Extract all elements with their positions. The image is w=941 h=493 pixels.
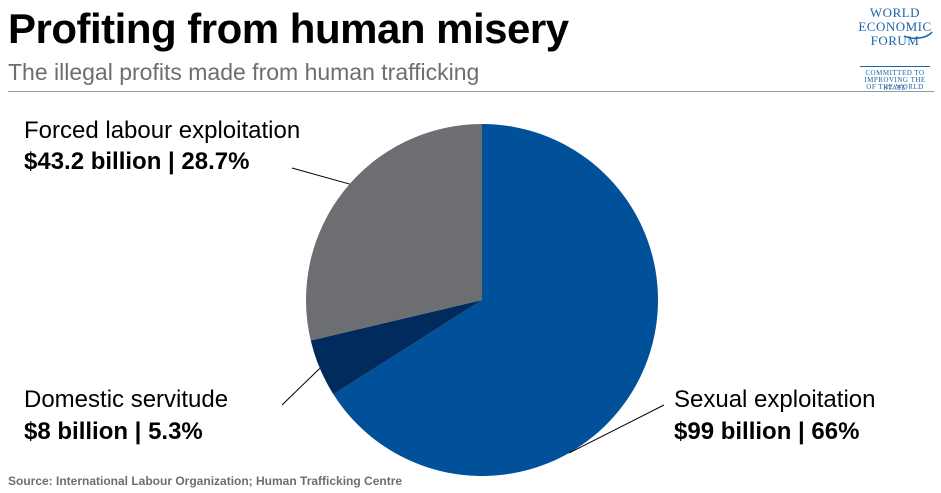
pie-slice-domestic-servitude xyxy=(310,300,482,395)
leader-line-sexual-exploitation xyxy=(568,404,665,454)
logo-text-forum: FORUM xyxy=(870,33,920,48)
slice-value-forced-labour: $43.2 billion | 28.7% xyxy=(24,148,249,175)
chart-title: Profiting from human misery xyxy=(8,5,569,52)
chart-subtitle: The illegal profits made from human traf… xyxy=(8,59,480,85)
pie-slices xyxy=(305,124,658,477)
header-divider xyxy=(8,91,934,92)
logo-tagline-1: COMMITTED TO xyxy=(865,69,925,77)
pie-slice-forced-labour xyxy=(305,124,482,341)
slice-label-sexual-exploitation: Sexual exploitation xyxy=(674,386,875,413)
source-note: Source: International Labour Organizatio… xyxy=(8,474,403,488)
slice-value-sexual-exploitation: $99 billion | 66% xyxy=(674,418,859,445)
slice-label-forced-labour: Forced labour exploitation xyxy=(24,117,300,144)
slice-value-domestic-servitude: $8 billion | 5.3% xyxy=(24,418,203,445)
logo-divider xyxy=(860,66,930,67)
leader-line-domestic-servitude xyxy=(281,368,321,406)
logo-tagline-2: IMPROVING THE STATE xyxy=(864,76,926,92)
logo-arc-icon xyxy=(903,31,933,39)
label-leader-lines xyxy=(281,167,665,454)
leader-line-forced-labour xyxy=(291,167,350,185)
wef-logo: WORLD ECONOMIC FORUM COMMITTED TO IMPROV… xyxy=(852,2,938,92)
logo-text-world: WORLD xyxy=(869,5,921,20)
slice-label-domestic-servitude: Domestic servitude xyxy=(24,386,228,413)
logo-tagline-3: OF THE WORLD xyxy=(866,83,924,91)
pie-slice-sexual-exploitation xyxy=(333,124,658,477)
logo-text-economic: ECONOMIC xyxy=(858,19,932,34)
